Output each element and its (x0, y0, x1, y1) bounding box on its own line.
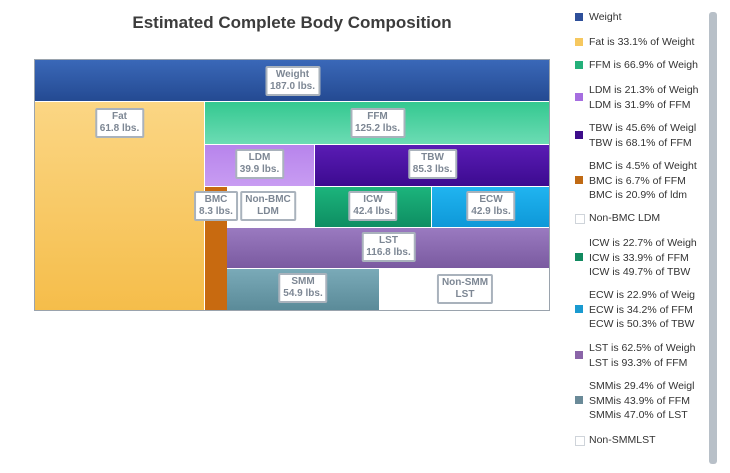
block-name: Non-SMM (441, 277, 489, 288)
legend-swatch (575, 253, 583, 261)
block-label-fat: Fat 61.8 lbs. (94, 108, 145, 138)
legend-line: ECW is 50.3% of TBW (589, 318, 695, 330)
block-label-non-smm: Non-SMM LST (436, 274, 494, 304)
legend-swatch (575, 93, 583, 101)
legend-swatch (575, 61, 583, 69)
block-value: 8.3 lbs. (199, 206, 233, 217)
legend-line: SMMis 29.4% of Weigl (589, 380, 695, 392)
block-value: 42.4 lbs. (353, 206, 393, 217)
block-value: 116.8 lbs. (366, 247, 411, 258)
block-label-lst: LST 116.8 lbs. (361, 232, 416, 262)
block-name: ECW (479, 194, 503, 205)
block-name: Weight (275, 69, 310, 80)
legend-line: ECW is 22.9% of Weig (589, 289, 696, 301)
treemap-block-weight[interactable]: Weight 187.0 lbs. (35, 60, 549, 102)
legend-line: Non-BMC LDM (589, 212, 661, 224)
legend-line: FFM is 66.9% of Weigh (589, 59, 698, 71)
legend-line: SMMis 47.0% of LST (589, 409, 688, 421)
block-label-ecw: ECW 42.9 lbs. (466, 191, 516, 221)
block-value: 125.2 lbs. (354, 123, 401, 134)
block-value: LST (455, 289, 475, 300)
legend-text: BMC is 4.5% of Weight BMC is 6.7% of FFM B… (589, 159, 697, 203)
block-label-ldm: LDM 39.9 lbs. (234, 149, 285, 179)
legend-scrollbar[interactable] (709, 12, 717, 464)
treemap-block-non-smm-lst[interactable]: Non-SMM LST (380, 269, 549, 310)
block-name: LST (379, 235, 398, 246)
legend-text: Non-SMMLST (589, 433, 656, 448)
legend-line: LST is 62.5% of Weigh (589, 342, 696, 354)
legend-text: Non-BMC LDM (589, 211, 660, 226)
treemap-block-ecw[interactable]: ECW 42.9 lbs. (432, 187, 549, 228)
block-label-weight: Weight 187.0 lbs. (264, 66, 321, 96)
block-name: SMM (291, 276, 315, 287)
block-value: 39.9 lbs. (239, 164, 280, 175)
legend-text: Fat is 33.1% of Weight (589, 35, 694, 50)
block-name: Non-BMC (245, 194, 291, 205)
legend-line: BMC is 6.7% of FFM (589, 174, 686, 187)
block-value: LDM (257, 206, 279, 217)
legend-text: SMMis 29.4% of Weigl SMMis 43.9% of FFM SM… (589, 379, 694, 423)
legend-text: FFM is 66.9% of Weigh (589, 58, 698, 73)
legend-swatch (575, 436, 585, 446)
block-value: 61.8 lbs. (99, 123, 140, 134)
legend-text: Weight (589, 10, 622, 25)
chart-title: Estimated Complete Body Composition (132, 13, 452, 32)
legend-line: Weight (589, 11, 622, 23)
legend-line: LDM is 21.3% of Weigh (589, 84, 699, 96)
treemap-block-fat[interactable]: Fat 61.8 lbs. (35, 102, 205, 310)
block-name: ICW (363, 194, 383, 205)
block-value: 42.9 lbs. (471, 206, 511, 217)
legend-swatch (575, 176, 583, 184)
legend-text: LDM is 21.3% of Weigh LDM is 31.9% of FFM (589, 83, 699, 112)
legend-swatch (575, 13, 583, 21)
legend-swatch (575, 351, 583, 359)
block-value: 85.3 lbs. (412, 164, 453, 175)
legend-swatch (575, 214, 585, 224)
legend-line: BMC is 20.9% of ldm (589, 189, 688, 201)
treemap-block-smm[interactable]: SMM 54.9 lbs. (227, 269, 380, 310)
legend-swatch (575, 38, 583, 46)
legend-line: SMMis 43.9% of FFM (589, 394, 690, 407)
legend-line: TBW is 45.6% of Weigl (589, 122, 697, 134)
block-name: TBW (421, 152, 444, 163)
block-label-tbw: TBW 85.3 lbs. (407, 149, 458, 179)
legend-line: ICW is 33.9% of FFM (589, 251, 689, 264)
legend-line: LDM is 31.9% of FFM (589, 98, 691, 111)
treemap-block-icw[interactable]: ICW 42.4 lbs. (315, 187, 432, 228)
legend-line: TBW is 68.1% of FFM (589, 136, 692, 149)
block-name: Fat (112, 111, 127, 122)
treemap-block-tbw[interactable]: TBW 85.3 lbs. (315, 145, 549, 187)
block-label-non-bmc: Non-BMC LDM (240, 191, 296, 221)
block-label-bmc: BMC 8.3 lbs. (194, 191, 238, 221)
legend-line: ICW is 49.7% of TBW (589, 266, 691, 278)
legend-line: ICW is 22.7% of Weigh (589, 237, 697, 249)
legend-text: ICW is 22.7% of Weigh ICW is 33.9% of FFM… (589, 236, 697, 280)
legend-line: BMC is 4.5% of Weight (589, 160, 697, 172)
legend-text: ECW is 22.9% of Weig ECW is 34.2% of FFM E… (589, 288, 695, 332)
legend-line: Fat is 33.1% of Weight (589, 36, 695, 48)
legend-line: ECW is 34.2% of FFM (589, 303, 693, 316)
block-label-icw: ICW 42.4 lbs. (348, 191, 398, 221)
chart-legend: Weight Fat is 33.1% of Weight FFM is 66.9%… (572, 6, 710, 466)
treemap-block-ldm[interactable]: LDM 39.9 lbs. (205, 145, 315, 187)
legend-swatch (575, 131, 583, 139)
legend-swatch (575, 305, 583, 313)
treemap-block-lst[interactable]: LST 116.8 lbs. (227, 228, 549, 269)
block-name: LDM (248, 152, 271, 163)
legend-line: Non-SMMLST (589, 434, 656, 446)
block-label-smm: SMM 54.9 lbs. (278, 273, 328, 303)
block-name: FFM (367, 111, 388, 122)
legend-line: LST is 93.3% of FFM (589, 356, 688, 369)
block-name: BMC (204, 194, 228, 205)
legend-swatch (575, 396, 583, 404)
block-value: 54.9 lbs. (283, 288, 323, 299)
block-label-ffm: FFM 125.2 lbs. (349, 108, 406, 138)
block-value: 187.0 lbs. (269, 81, 316, 92)
legend-text: TBW is 45.6% of Weigl TBW is 68.1% of FFM (589, 121, 696, 150)
treemap-chart: Weight 187.0 lbs. Fat 61.8 lbs. FFM 125.… (34, 59, 550, 311)
treemap-block-ffm[interactable]: FFM 125.2 lbs. (205, 102, 549, 145)
legend-text: LST is 62.5% of Weigh LST is 93.3% of FFM (589, 341, 695, 370)
